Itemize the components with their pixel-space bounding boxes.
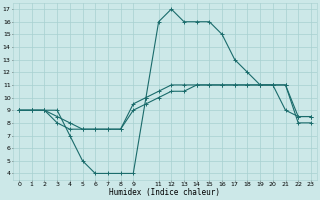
X-axis label: Humidex (Indice chaleur): Humidex (Indice chaleur) [109, 188, 220, 197]
